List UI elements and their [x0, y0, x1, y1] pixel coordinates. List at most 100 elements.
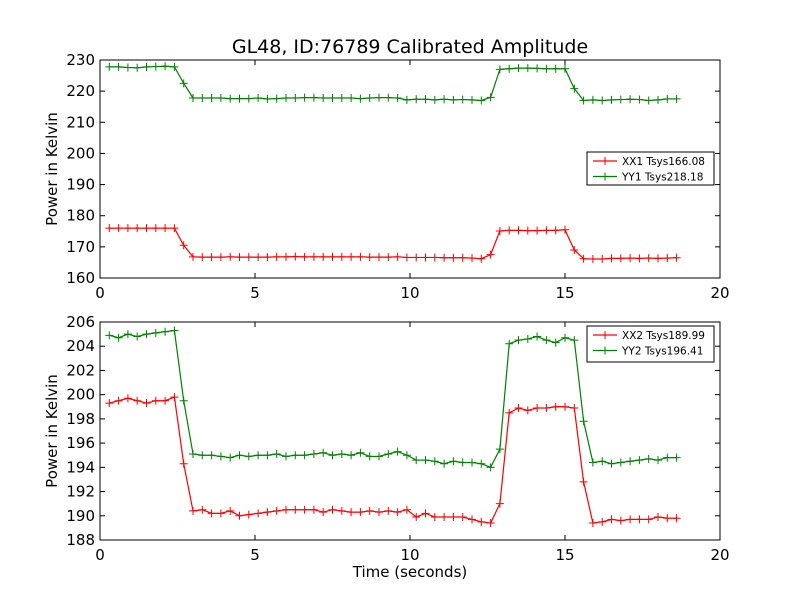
data-point — [365, 452, 374, 461]
data-point — [523, 226, 532, 235]
data-point — [598, 457, 607, 466]
series-1 — [105, 224, 681, 264]
data-point — [626, 515, 635, 524]
data-point — [477, 96, 486, 105]
data-point — [514, 64, 523, 73]
x-tick-label: 10 — [400, 546, 419, 564]
x-axis-label: Time (seconds) — [352, 563, 468, 581]
data-point — [561, 225, 569, 234]
data-point — [282, 505, 290, 514]
data-point — [235, 511, 244, 520]
legend-box — [586, 325, 715, 363]
data-point — [654, 512, 662, 521]
data-point — [579, 417, 588, 426]
data-point — [495, 65, 504, 74]
data-point — [142, 224, 151, 233]
data-point — [570, 84, 579, 93]
x-tick-label: 15 — [555, 284, 574, 302]
data-point — [170, 326, 179, 335]
data-point — [365, 253, 374, 262]
data-point — [430, 512, 439, 521]
data-point — [542, 403, 551, 412]
data-point — [393, 508, 402, 517]
legend-marker — [601, 172, 609, 181]
data-point — [402, 95, 411, 104]
data-point — [272, 94, 281, 103]
data-point — [291, 252, 300, 261]
data-point — [291, 93, 300, 102]
data-point — [449, 253, 458, 262]
data-point — [672, 514, 681, 523]
legend: XX2 Tsys189.99 YY2 Tsys196.41 — [586, 325, 715, 363]
data-point — [114, 224, 123, 233]
data-point — [337, 93, 346, 102]
data-point — [123, 394, 132, 403]
data-point — [505, 339, 514, 348]
data-point — [170, 224, 179, 233]
data-point — [300, 252, 309, 261]
data-point — [626, 457, 635, 466]
data-point — [393, 447, 402, 456]
data-point — [161, 62, 170, 71]
data-point — [607, 459, 616, 468]
data-point — [440, 512, 449, 521]
data-point — [189, 506, 197, 515]
data-point — [356, 94, 365, 103]
data-point — [198, 253, 207, 262]
data-point — [421, 253, 430, 262]
data-point — [356, 252, 365, 261]
data-point — [319, 93, 328, 102]
data-point — [226, 453, 235, 462]
data-point — [635, 456, 644, 465]
y-tick-label: 170 — [66, 238, 95, 256]
data-point — [421, 95, 430, 104]
data-point — [375, 508, 383, 517]
data-point — [477, 517, 486, 526]
data-point — [635, 515, 644, 524]
data-point — [421, 456, 430, 465]
data-point — [254, 93, 263, 102]
y-tick-label: 206 — [66, 313, 95, 331]
data-point — [365, 506, 374, 515]
data-point — [607, 95, 616, 104]
data-point — [533, 226, 542, 235]
y-tick-label: 198 — [66, 410, 95, 428]
data-point — [393, 93, 402, 102]
data-point — [449, 95, 458, 104]
data-point — [328, 252, 337, 261]
data-point — [309, 252, 318, 261]
data-point — [142, 330, 151, 339]
data-point — [663, 514, 672, 523]
data-point — [533, 403, 542, 412]
y-tick-label: 200 — [66, 144, 95, 162]
data-point — [375, 93, 383, 102]
legend-marker — [601, 346, 609, 355]
data-point — [226, 506, 235, 515]
data-point — [402, 451, 411, 460]
data-point — [533, 64, 542, 73]
data-point — [412, 253, 421, 262]
data-point — [244, 94, 253, 103]
data-point — [337, 450, 346, 459]
y-tick-label: 204 — [66, 337, 95, 355]
data-point — [272, 506, 281, 515]
data-point — [328, 505, 337, 514]
data-point — [337, 252, 346, 261]
data-point — [561, 402, 569, 411]
data-point — [579, 254, 588, 263]
data-point — [505, 64, 514, 73]
data-point — [430, 457, 439, 466]
data-point — [375, 452, 383, 461]
data-point — [626, 254, 635, 263]
data-point — [570, 403, 579, 412]
data-point — [570, 336, 579, 345]
legend: XX1 Tsys166.08 YY1 Tsys218.18 — [586, 151, 715, 186]
data-point — [551, 64, 560, 73]
y-tick-label: 200 — [66, 386, 95, 404]
data-point — [579, 96, 588, 105]
data-point — [272, 252, 281, 261]
data-point — [468, 254, 476, 263]
